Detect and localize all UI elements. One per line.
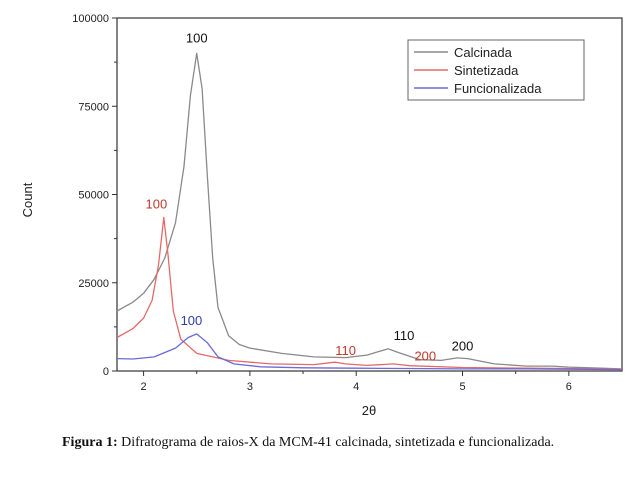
- caption-label: Figura 1:: [62, 435, 118, 450]
- y-tick-label: 50000: [78, 190, 109, 202]
- annotation-layer: 100 100 100 110 110 200 200: [145, 31, 473, 364]
- peak-label: 110: [335, 343, 356, 358]
- x-tick-label: 3: [247, 381, 253, 393]
- series-layer: [116, 52, 623, 371]
- legend-entry: Calcinada: [454, 45, 513, 60]
- peak-label: 100: [145, 197, 167, 212]
- series-line-sintetizada: [116, 216, 623, 370]
- series-line-calcinada: [116, 52, 623, 370]
- xrd-chart: 2 3 4 5 6 0 25000 50000 75000 100000 100 100 100 110…: [20, 13, 623, 418]
- axes: 2 3 4 5 6 0 25000 50000 75000 100000: [72, 13, 623, 393]
- peak-label: 110: [394, 328, 415, 343]
- figure-caption: Figura 1: Difratograma de raios-X da MCM…: [62, 433, 632, 452]
- peak-label: 100: [181, 313, 203, 328]
- x-axis-title: 2θ: [362, 403, 376, 418]
- x-tick-label: 2: [141, 381, 147, 393]
- peak-label: 200: [452, 339, 474, 354]
- series-line-funcionalizada: [116, 333, 623, 371]
- peak-label: 200: [414, 348, 436, 363]
- legend: Calcinada Sintetizada Funcionalizada: [407, 39, 585, 101]
- y-tick-label: 0: [103, 366, 109, 378]
- y-axis-title: Count: [20, 182, 35, 217]
- x-tick-label: 5: [459, 381, 465, 393]
- y-tick-label: 25000: [78, 278, 109, 290]
- legend-entry: Sintetizada: [454, 63, 519, 78]
- x-tick-label: 4: [353, 381, 359, 393]
- x-tick-label: 6: [566, 381, 572, 393]
- caption-text: Difratograma de raios-X da MCM-41 calcin…: [117, 435, 555, 450]
- legend-entry: Funcionalizada: [454, 81, 542, 96]
- y-tick-label: 75000: [78, 101, 109, 113]
- peak-label: 100: [186, 31, 208, 46]
- y-tick-label: 100000: [72, 13, 109, 25]
